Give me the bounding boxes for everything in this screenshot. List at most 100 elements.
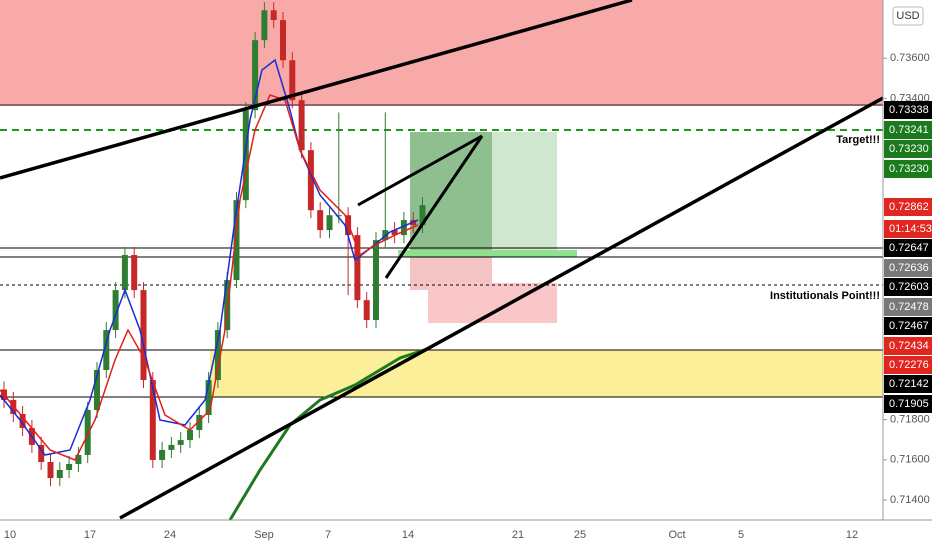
candle-body (391, 230, 398, 236)
price-tag-label: 0.71905 (889, 398, 929, 410)
price-tag-label: 0.72276 (889, 359, 929, 371)
candle-body (261, 10, 268, 41)
candle-body (187, 430, 193, 441)
price-tag (884, 259, 932, 277)
price-tag-label: 0.72603 (889, 281, 929, 293)
price-tag (884, 220, 932, 238)
x-tick-label: 17 (84, 529, 96, 541)
profit-zone (410, 132, 492, 257)
x-tick-label: 24 (164, 529, 176, 541)
annotation: Target!!! (836, 134, 880, 146)
price-tag-label: 01:14:53 (889, 223, 932, 235)
price-tag (884, 140, 932, 158)
candle-body (363, 300, 370, 321)
price-tag-label: 0.73241 (889, 124, 929, 136)
price-tag (884, 317, 932, 335)
candle-body (75, 454, 82, 464)
candle-body (38, 444, 45, 462)
y-tick-label: 0.73600 (890, 52, 930, 64)
axis: 0.714000.716000.718000.734000.736000.733… (4, 52, 932, 541)
candle-body (159, 449, 166, 460)
candle-body (140, 290, 147, 381)
long-ma (228, 346, 431, 521)
candle-body (47, 461, 54, 479)
candle-body (354, 235, 361, 301)
price-tag-label: 0.73338 (889, 104, 929, 116)
price-tag (884, 298, 932, 316)
candle-body (56, 470, 63, 479)
price-tag-label: 0.72636 (889, 262, 929, 274)
wedge-line (357, 134, 483, 207)
candle-body (103, 330, 110, 371)
candle-body (317, 210, 324, 231)
x-tick-label: 21 (512, 529, 524, 541)
trend-line (119, 96, 884, 520)
price-tag (884, 101, 932, 119)
candle-body (373, 240, 379, 321)
candle-body (419, 205, 426, 226)
wedge-line (384, 135, 484, 279)
x-tick-label: 14 (402, 529, 414, 541)
candle-body (205, 380, 212, 415)
y-tick-label: 0.71600 (890, 454, 930, 466)
candle-body (400, 220, 407, 236)
candle-body (214, 330, 221, 381)
candle-body (242, 110, 249, 201)
candle-body (196, 414, 203, 431)
price-tag-label: 0.72142 (889, 378, 929, 390)
slow-ma (0, 94, 419, 461)
price-tag-label: 0.73230 (889, 163, 929, 175)
price-tag (884, 239, 932, 257)
currency-button[interactable] (892, 6, 924, 26)
candle-body (177, 440, 184, 445)
y-tick-label: 0.71400 (890, 494, 930, 506)
candle-body (289, 60, 296, 101)
candle-body (66, 463, 73, 471)
x-tick-label: Oct (668, 529, 685, 541)
price-tag (884, 278, 932, 296)
x-tick-label: Sep (254, 529, 274, 541)
price-tag-label: 0.72478 (889, 301, 929, 313)
price-tag-label: 0.72434 (889, 340, 929, 352)
currency[interactable]: USD (896, 10, 919, 22)
demand-zone (210, 350, 883, 397)
trend-line (0, 0, 633, 180)
candle-body (252, 40, 259, 111)
candle-body (112, 290, 119, 331)
candle-body (298, 100, 305, 151)
x-tick-label: 25 (574, 529, 586, 541)
price-tag-label: 0.73230 (889, 143, 929, 155)
candle-body (335, 215, 342, 217)
price-tag-label: 0.72647 (889, 242, 929, 254)
candle-body (233, 200, 240, 281)
candle-body (121, 254, 128, 291)
candle-body (326, 215, 333, 231)
price-tag-label: 0.72467 (889, 320, 929, 332)
fast-ma (0, 58, 419, 456)
profit-zone-light (492, 132, 557, 257)
x-tick-label: 10 (4, 529, 16, 541)
entry-band (398, 250, 577, 257)
x-tick-label: 7 (325, 529, 331, 541)
price-tag-label: 0.72862 (889, 201, 929, 213)
candle-body (84, 409, 91, 455)
candle-body (307, 150, 314, 211)
price-tag (884, 337, 932, 355)
price-tag (884, 375, 932, 393)
candle-body (149, 380, 156, 460)
price-tag (884, 198, 932, 216)
candle-body (19, 413, 26, 429)
price-tag (884, 160, 932, 178)
price-tag (884, 356, 932, 374)
price-tag (884, 121, 932, 139)
candle-body (280, 20, 286, 61)
x-tick-label: 12 (846, 529, 858, 541)
candle-body (131, 254, 138, 291)
candle-body (270, 10, 277, 21)
annotation: Institutionals Point!!! (770, 290, 880, 302)
candle-body (94, 370, 100, 410)
y-tick-label: 0.71800 (890, 414, 930, 426)
x-tick-label: 5 (738, 529, 744, 541)
price-tag (884, 395, 932, 413)
